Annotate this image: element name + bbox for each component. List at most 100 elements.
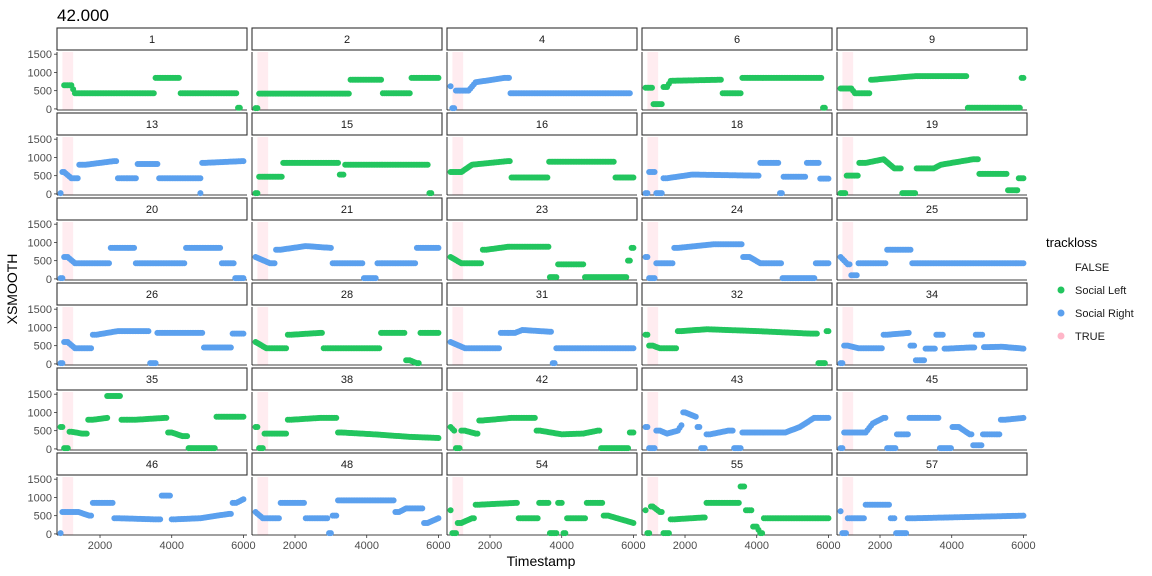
data-point xyxy=(821,104,828,111)
data-point xyxy=(669,260,676,267)
trackloss-band xyxy=(647,222,659,280)
facet-strip xyxy=(56,112,248,136)
facet-label: 31 xyxy=(536,289,548,301)
facet-strip xyxy=(56,27,248,51)
facet-strip xyxy=(446,452,638,476)
data-point xyxy=(658,509,665,516)
data-point xyxy=(181,260,188,267)
data-point xyxy=(842,190,849,197)
trackloss-band xyxy=(647,137,659,195)
facet-strip xyxy=(251,27,443,51)
trackloss-band xyxy=(62,477,74,535)
data-point xyxy=(701,445,708,452)
data-point xyxy=(233,90,240,97)
facet-label: 19 xyxy=(926,119,938,131)
data-point xyxy=(1020,260,1027,267)
facet-strip xyxy=(251,452,443,476)
data-point xyxy=(83,430,90,437)
data-point xyxy=(580,261,587,268)
data-point xyxy=(678,422,685,429)
data-point xyxy=(451,427,458,434)
data-point xyxy=(737,445,744,452)
x-tick-label: 2000 xyxy=(868,540,892,552)
facet-label: 24 xyxy=(731,204,743,216)
y-tick-label: 0 xyxy=(46,189,52,201)
data-point xyxy=(748,507,755,514)
data-point xyxy=(376,345,383,352)
facet-strip xyxy=(251,112,443,136)
data-point xyxy=(163,414,170,421)
data-point xyxy=(904,431,911,438)
data-point xyxy=(435,74,442,81)
data-point xyxy=(935,414,942,421)
data-point xyxy=(825,328,832,335)
trackloss-band xyxy=(62,137,74,195)
data-point xyxy=(406,90,413,97)
trackloss-band xyxy=(452,392,464,450)
data-point xyxy=(558,499,565,506)
facet-strip xyxy=(641,27,833,51)
y-tick-label: 1000 xyxy=(28,237,52,249)
trackloss-band xyxy=(647,392,659,450)
data-point xyxy=(544,174,551,181)
data-point xyxy=(154,160,161,167)
facet-label: 1 xyxy=(149,34,155,46)
facet-strip xyxy=(56,197,248,221)
data-point xyxy=(283,345,290,352)
facet-strip xyxy=(56,367,248,391)
facet-strip xyxy=(641,282,833,306)
facet-label: 32 xyxy=(731,289,743,301)
legend-key xyxy=(1057,286,1065,294)
data-point xyxy=(892,445,899,452)
data-point xyxy=(625,445,632,452)
data-point xyxy=(775,159,782,166)
data-point xyxy=(545,243,552,250)
data-point xyxy=(359,260,366,267)
data-point xyxy=(152,360,159,367)
facet-strip xyxy=(56,452,248,476)
data-point xyxy=(259,445,266,452)
y-tick-label: 1000 xyxy=(28,407,52,419)
data-point xyxy=(57,190,64,197)
trackloss-band xyxy=(452,222,464,280)
facet-label: 18 xyxy=(731,119,743,131)
facet-label: 9 xyxy=(929,34,935,46)
data-point xyxy=(278,173,285,180)
data-point xyxy=(839,445,846,452)
legend-label: FALSE xyxy=(1075,262,1109,274)
legend-key xyxy=(1057,332,1065,340)
data-point xyxy=(345,90,352,97)
data-point xyxy=(145,328,152,335)
y-tick-label: 1500 xyxy=(28,304,52,316)
data-point xyxy=(1003,170,1010,177)
data-point xyxy=(1020,74,1027,81)
trackloss-band xyxy=(257,392,269,450)
data-point xyxy=(335,159,342,166)
data-point xyxy=(963,73,970,80)
data-point xyxy=(696,424,703,431)
y-tick-label: 500 xyxy=(34,511,52,523)
data-point xyxy=(447,507,454,514)
data-point xyxy=(825,414,832,421)
data-point xyxy=(211,445,218,452)
chart-title: 42.000 xyxy=(57,6,109,25)
trackloss-band xyxy=(452,477,464,535)
data-point xyxy=(132,175,139,182)
data-point xyxy=(240,330,247,337)
legend-key xyxy=(1057,309,1065,317)
data-point xyxy=(582,515,589,522)
data-point xyxy=(897,165,904,172)
trackloss-band xyxy=(842,222,854,280)
data-point xyxy=(435,329,442,336)
data-point xyxy=(452,530,459,537)
y-tick-label: 500 xyxy=(34,86,52,98)
legend-entry: Social Right xyxy=(1057,308,1134,320)
trackloss-band xyxy=(842,137,854,195)
data-point xyxy=(1020,345,1027,352)
facet-label: 34 xyxy=(926,289,938,301)
facet-label: 26 xyxy=(146,289,158,301)
facet-strip xyxy=(836,282,1028,306)
data-point xyxy=(599,499,606,506)
data-point xyxy=(227,510,234,517)
data-point xyxy=(456,445,463,452)
